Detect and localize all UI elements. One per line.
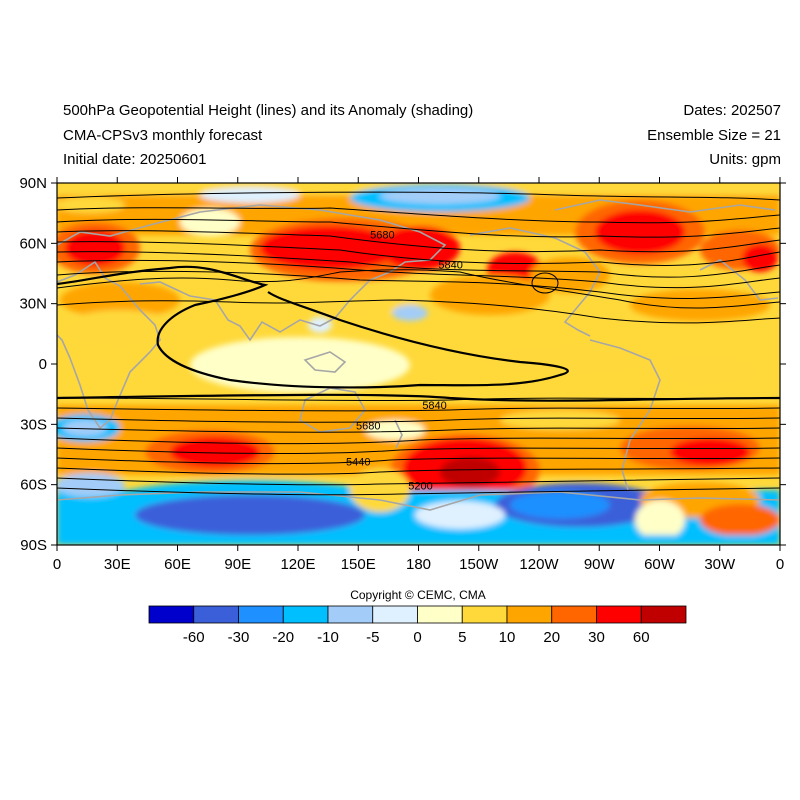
colorbar-swatch	[506, 605, 553, 624]
svg-text:5840: 5840	[438, 259, 462, 271]
colorbar-swatch	[372, 605, 418, 624]
contour-label: 5840	[422, 400, 446, 412]
units-label: Units: gpm	[709, 151, 781, 168]
colorbar-swatch	[193, 605, 239, 624]
forecast-dates: Dates: 202507	[683, 102, 781, 119]
lat-label: 60S	[20, 477, 47, 494]
lon-label: 0	[53, 556, 61, 573]
lat-label: 90S	[20, 537, 47, 554]
lat-label: 30S	[20, 416, 47, 433]
colorbar-label: 0	[413, 629, 421, 646]
colorbar-label: -30	[228, 629, 250, 646]
latitude-labels: 90N 60N 30N 0 30S 60S 90S	[19, 175, 47, 554]
colorbar-swatch	[640, 605, 687, 624]
contour-label: 5840	[438, 259, 462, 271]
lon-label: 90W	[584, 556, 616, 573]
colorbar-label: 5	[458, 629, 466, 646]
contour-label: 5440	[346, 457, 370, 469]
colorbar-label: -10	[317, 629, 339, 646]
colorbar-label: -5	[366, 629, 379, 646]
lon-label: 150W	[459, 556, 499, 573]
initial-date: Initial date: 20250601	[63, 151, 207, 168]
svg-text:5680: 5680	[370, 229, 394, 241]
copyright-text: Copyright © CEMC, CMA	[350, 588, 486, 602]
lon-label: 180	[406, 556, 431, 573]
thick-contours	[57, 265, 780, 402]
svg-text:5200: 5200	[408, 481, 432, 493]
colorbar-swatch	[282, 605, 329, 624]
anomaly-shading: 5680 5840 5840 5680 5440 5200	[57, 183, 780, 545]
height-contours	[57, 191, 780, 496]
colorbar-label: 10	[499, 629, 516, 646]
lon-label: 120W	[519, 556, 559, 573]
contour-label: 5680	[370, 229, 394, 241]
lat-label: 90N	[19, 175, 47, 192]
lon-label: 60E	[164, 556, 191, 573]
colorbar-label: 20	[543, 629, 560, 646]
colorbar-label: 60	[633, 629, 650, 646]
colorbar-label: 30	[588, 629, 605, 646]
colorbar-swatch	[238, 605, 284, 624]
lon-label: 30W	[704, 556, 736, 573]
model-line: CMA-CPSv3 monthly forecast	[63, 127, 263, 144]
lat-label: 30N	[19, 296, 47, 313]
contour-label: 5200	[408, 481, 432, 493]
colorbar-label: -20	[272, 629, 294, 646]
svg-text:5840: 5840	[422, 400, 446, 412]
colorbar-swatch	[551, 605, 597, 624]
svg-text:5680: 5680	[356, 420, 380, 432]
colorbar-swatch	[596, 605, 642, 624]
lon-label: 0	[776, 556, 784, 573]
colorbar	[148, 605, 687, 624]
colorbar-swatch	[327, 605, 374, 624]
lon-label: 60W	[644, 556, 676, 573]
colorbar-label: -60	[183, 629, 205, 646]
colorbar-swatch	[148, 605, 195, 624]
lon-label: 150E	[341, 556, 376, 573]
colorbar-labels: -60 -30 -20 -10 -5 0 5 10 20 30 60	[183, 629, 650, 646]
longitude-labels: 0 30E 60E 90E 120E 150E 180 150W 120W 90W 60W 30W 0	[53, 556, 784, 573]
lon-label: 120E	[280, 556, 315, 573]
colorbar-swatch	[461, 605, 508, 624]
contour-labels: 5680 5840 5840 5680 5440 5200	[346, 229, 463, 493]
lat-label: 0	[39, 356, 47, 373]
lon-label: 90E	[224, 556, 251, 573]
ensemble-size: Ensemble Size = 21	[647, 127, 781, 144]
colorbar-swatch	[417, 605, 463, 624]
title-line-1: 500hPa Geopotential Height (lines) and i…	[63, 102, 474, 119]
contour-label: 5680	[356, 420, 380, 432]
svg-text:5440: 5440	[346, 457, 370, 469]
axis-ticks	[51, 177, 786, 551]
lat-label: 60N	[19, 235, 47, 252]
lon-label: 30E	[104, 556, 131, 573]
